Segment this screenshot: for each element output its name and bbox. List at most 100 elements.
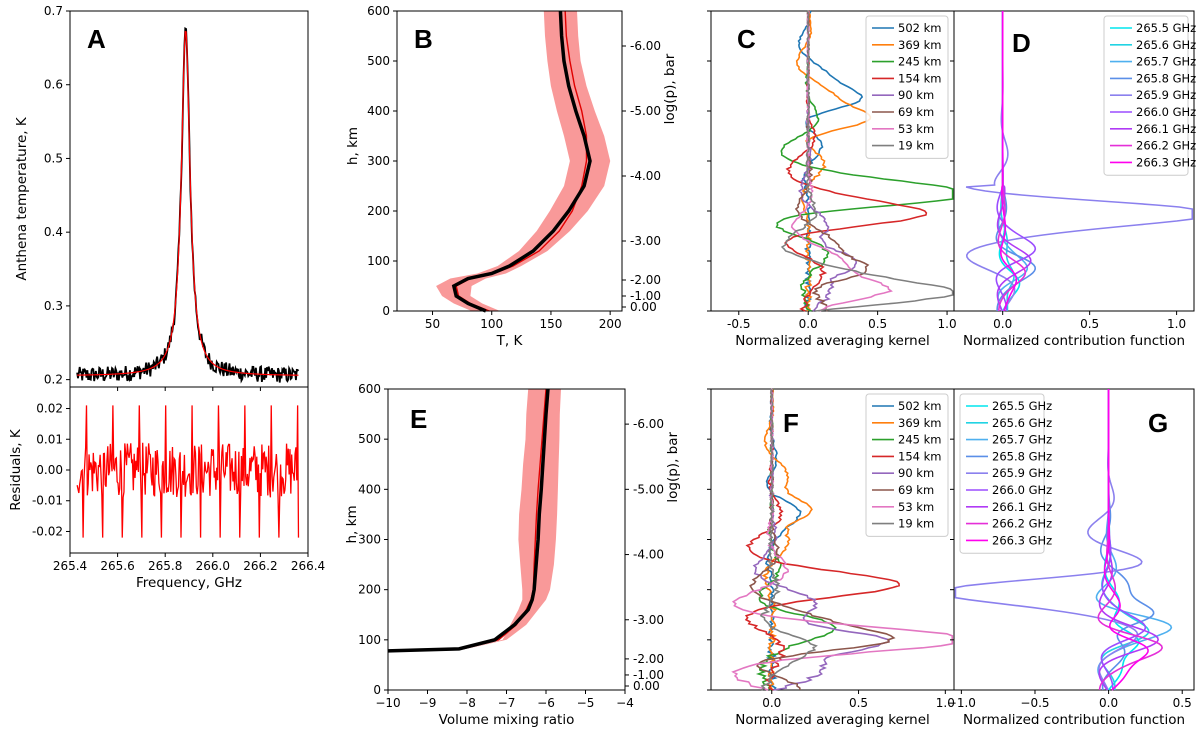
legend-label: 502 km: [898, 21, 941, 35]
legend-label: 265.5 GHz: [1136, 21, 1196, 35]
legend-label: 266.3 GHz: [1136, 155, 1196, 169]
temperature-reference-line: [455, 10, 588, 312]
x-axis-label: Normalized averaging kernel: [735, 712, 930, 728]
y2-tick-label: -4.00: [630, 169, 661, 183]
x-tick-label: −9: [419, 696, 437, 710]
x-tick-label: -0.5: [727, 317, 750, 331]
y-axis-label: Anthena temperature, K: [14, 116, 30, 281]
x-tick-label: −10: [375, 696, 400, 710]
y-tick-label: 400: [367, 104, 390, 118]
legend-label: 266.2 GHz: [992, 517, 1052, 531]
panel-B: 50 100 150 200 0 100 200 300 400 500 600 0.00-1.00 -…: [345, 4, 678, 349]
y2-tick-label: -3.00: [630, 234, 661, 248]
series-266-3-ghz: [1000, 11, 1018, 312]
y2-tick-label: -2.00: [630, 273, 661, 287]
legend-label: 265.5 GHz: [992, 399, 1052, 413]
vmr-reference-line: [387, 388, 547, 652]
legend-label: 265.7 GHz: [992, 433, 1052, 447]
y-tick-label: 0.3: [44, 299, 63, 313]
legend-label: 265.8 GHz: [992, 449, 1052, 463]
x-tick-label: 266.2: [243, 559, 277, 573]
x-tick-label: 0.0: [799, 317, 818, 331]
y-tick-label: 0.6: [44, 78, 63, 92]
x-axis-label: Frequency, GHz: [136, 575, 242, 591]
y2-tick-label: 0.00: [630, 300, 657, 314]
legend-label: 245 km: [898, 55, 941, 69]
x-tick-label: −4: [616, 696, 634, 710]
y2-tick-label: -2.00: [633, 652, 664, 666]
legend-label: 265.9 GHz: [992, 466, 1052, 480]
residuals-series: [76, 405, 300, 538]
legend-label: 266.2 GHz: [1136, 139, 1196, 153]
y-axis-label: h, km: [344, 505, 360, 543]
legend-label: 265.6 GHz: [1136, 38, 1196, 52]
y-tick-label: 500: [358, 432, 381, 446]
panel-label: F: [783, 408, 799, 438]
legend-label: 265.9 GHz: [1136, 88, 1196, 102]
y2-tick-label: -6.00: [633, 417, 664, 431]
y2-axis-label: log(p), bar: [662, 53, 678, 124]
x-tick-label: 0.0: [1099, 696, 1118, 710]
legend-label: 53 km: [898, 500, 934, 514]
legend-label: 502 km: [898, 399, 941, 413]
y-tick-label: 300: [358, 533, 381, 547]
y-axis-label: Residuals, K: [8, 428, 24, 511]
y-tick-label: 0.7: [44, 4, 63, 18]
x-tick-label: 1.0: [1167, 317, 1186, 331]
x-tick-label: 150: [539, 317, 562, 331]
legend-label: 53 km: [898, 122, 934, 136]
y2-axis-label: log(p), bar: [665, 431, 681, 502]
series-369-km: [761, 388, 813, 691]
x-tick-label: 0.0: [762, 696, 781, 710]
axes-frame: [387, 388, 626, 691]
panel-G: −1.0 −0.5 0.0 0.5 Normalized contribution fu…: [947, 388, 1195, 728]
x-tick-label: −0.5: [1020, 696, 1049, 710]
spectrum-series-1: [77, 30, 299, 376]
y-tick-label: 300: [367, 154, 390, 168]
y-tick-label: -0.01: [32, 494, 63, 508]
x-tick-label: 1.0: [936, 696, 955, 710]
x-tick-label: 266.0: [196, 559, 230, 573]
x-tick-label: −6: [537, 696, 555, 710]
y-tick-label: 0.02: [36, 402, 63, 416]
legend-label: 266.0 GHz: [992, 483, 1052, 497]
legend-label: 266.0 GHz: [1136, 105, 1196, 119]
panel-E: −10 −9 −8 −7 −6 −5 −4 0 100 200 300 400 500 600 0.00-1…: [344, 382, 681, 728]
legend-label: 369 km: [898, 416, 941, 430]
y-tick-label: 600: [358, 382, 381, 396]
legend-label: 90 km: [898, 466, 934, 480]
legend-frame: [865, 393, 949, 537]
panel-label: A: [87, 24, 106, 54]
legend-label: 69 km: [898, 105, 934, 119]
x-axis-label: Normalized contribution function: [963, 712, 1185, 728]
y-tick-label: 400: [358, 482, 381, 496]
x-tick-label: 266.4: [291, 559, 325, 573]
panel-label: E: [410, 404, 427, 434]
y2-tick-label: -5.00: [630, 104, 661, 118]
legend-label: 154 km: [898, 449, 941, 463]
y2-tick-label: 0.00: [633, 679, 660, 693]
y2-tick-label: -6.00: [630, 39, 661, 53]
legend-label: 90 km: [898, 88, 934, 102]
y2-tick-label: -1.00: [630, 289, 661, 303]
legend: 265.5 GHz 265.6 GHz 265.7 GHz 265.8 GHz 265.…: [959, 393, 1052, 554]
x-axis-label: Volume mixing ratio: [439, 712, 575, 728]
y-tick-label: 0.5: [44, 151, 63, 165]
legend: 502 km 369 km 245 km 154 km 90 km 69 km 53 km 1…: [865, 15, 949, 159]
y-tick-label: 100: [367, 254, 390, 268]
series-266-3-ghz: [1103, 389, 1149, 691]
vmr-retrieved-line: [387, 388, 550, 653]
panel-label: B: [414, 24, 433, 54]
legend-label: 265.8 GHz: [1136, 71, 1196, 85]
x-tick-label: −8: [458, 696, 476, 710]
x-tick-label: −5: [577, 696, 595, 710]
y-tick-label: 500: [367, 54, 390, 68]
x-axis-label: Normalized contribution function: [963, 333, 1185, 349]
y-tick-label: 0.4: [44, 225, 63, 239]
legend-label: 19 km: [898, 517, 934, 531]
panel-A-residuals: 265.4 265.6 265.8 266.0 266.2 266.4 -0.02 -0.01…: [8, 386, 325, 591]
x-tick-label: 50: [425, 317, 440, 331]
x-tick-label: 265.8: [148, 559, 182, 573]
legend: 502 km 369 km 245 km 154 km 90 km 69 km 53 km 1…: [865, 393, 949, 537]
x-tick-label: 0.5: [1080, 317, 1099, 331]
